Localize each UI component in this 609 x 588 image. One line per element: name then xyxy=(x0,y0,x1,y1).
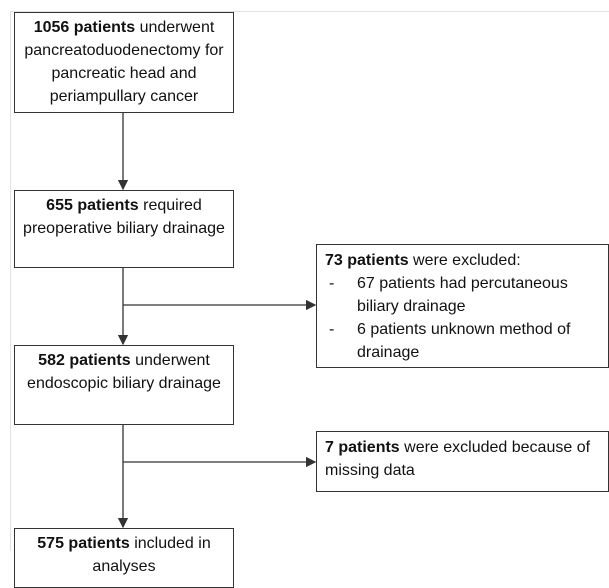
exclusion-box: 73 patients were excluded: 67 patients h… xyxy=(316,244,609,368)
step-text: required preoperative biliary drainage xyxy=(23,197,225,237)
exclusion-item: 67 patients had percutaneous biliary dra… xyxy=(325,272,602,318)
connectors xyxy=(117,112,317,529)
step-box: 575 patients included in analyses xyxy=(14,528,234,588)
step-text: underwent endoscopic biliary drainage xyxy=(27,352,221,392)
count: 73 patients xyxy=(325,252,409,269)
step-text: were excluded because of missing data xyxy=(325,439,591,479)
count: 1056 patients xyxy=(33,19,136,36)
step-box: 1056 patients underwent pancreatoduodene… xyxy=(14,12,234,113)
count: 655 patients xyxy=(46,197,139,214)
count: 7 patients xyxy=(325,439,400,456)
count: 582 patients xyxy=(38,352,131,369)
frame xyxy=(10,11,609,551)
step-box: 655 patients required preoperative bilia… xyxy=(14,190,234,268)
page: {"nodes": [ {"count": "1056 patients", "… xyxy=(0,0,609,551)
step-text: underwent pancreatoduodenectomy for panc… xyxy=(24,19,224,105)
exclusion-item: 6 patients unknown method of drainage xyxy=(325,318,602,364)
step-text: were excluded: xyxy=(413,252,521,269)
exclusion-list: 67 patients had percutaneous biliary dra… xyxy=(325,272,602,364)
count: 575 patients xyxy=(37,535,130,552)
step-box: 582 patients underwent endoscopic biliar… xyxy=(14,345,234,425)
exclusion-box: 7 patients were excluded because of miss… xyxy=(316,431,609,492)
